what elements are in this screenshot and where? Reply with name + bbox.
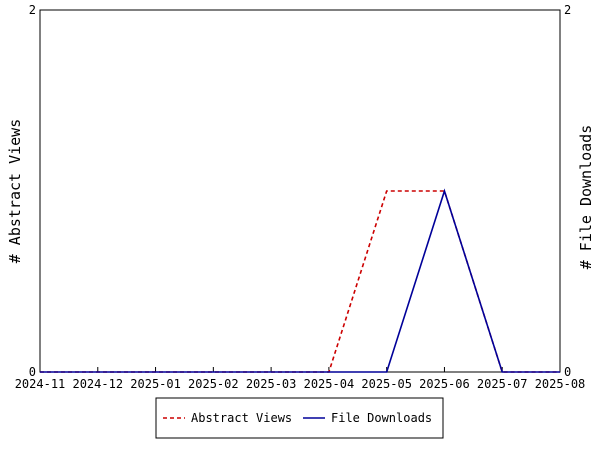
- x-tick-label: 2025-07: [477, 377, 528, 391]
- legend-box: [155, 397, 444, 439]
- x-tick-label: 2024-11: [15, 377, 66, 391]
- x-tick-label: 2025-01: [130, 377, 181, 391]
- x-tick-label: 2025-04: [304, 377, 355, 391]
- series-line-file-downloads: [40, 188, 560, 373]
- plot-area: [39, 9, 561, 373]
- x-tick-label: 2025-06: [419, 377, 470, 391]
- x-tick-label: 2024-12: [72, 377, 123, 391]
- x-tick-label: 2025-02: [188, 377, 239, 391]
- y-tick-label-right: 2: [564, 3, 571, 17]
- x-tick-label: 2025-05: [361, 377, 412, 391]
- y-tick-label-right: 0: [564, 365, 571, 379]
- y-tick-label-left: 0: [29, 365, 36, 379]
- x-axis: 2024-11 2024-12 2025-01 2025-02 2025-03 2025-…: [15, 367, 586, 391]
- legend: Abstract Views File Downloads: [155, 397, 444, 439]
- y-tick-label-left: 2: [29, 3, 36, 17]
- y-axis-right-title: # File Downloads: [577, 125, 595, 270]
- legend-label-abstract-views: Abstract Views: [191, 411, 292, 425]
- legend-label-file-downloads: File Downloads: [331, 411, 432, 425]
- series-layer: [40, 188, 560, 373]
- y-axis-left-title: # Abstract Views: [6, 119, 24, 264]
- x-tick-label: 2025-03: [246, 377, 297, 391]
- x-tick-label: 2025-08: [535, 377, 586, 391]
